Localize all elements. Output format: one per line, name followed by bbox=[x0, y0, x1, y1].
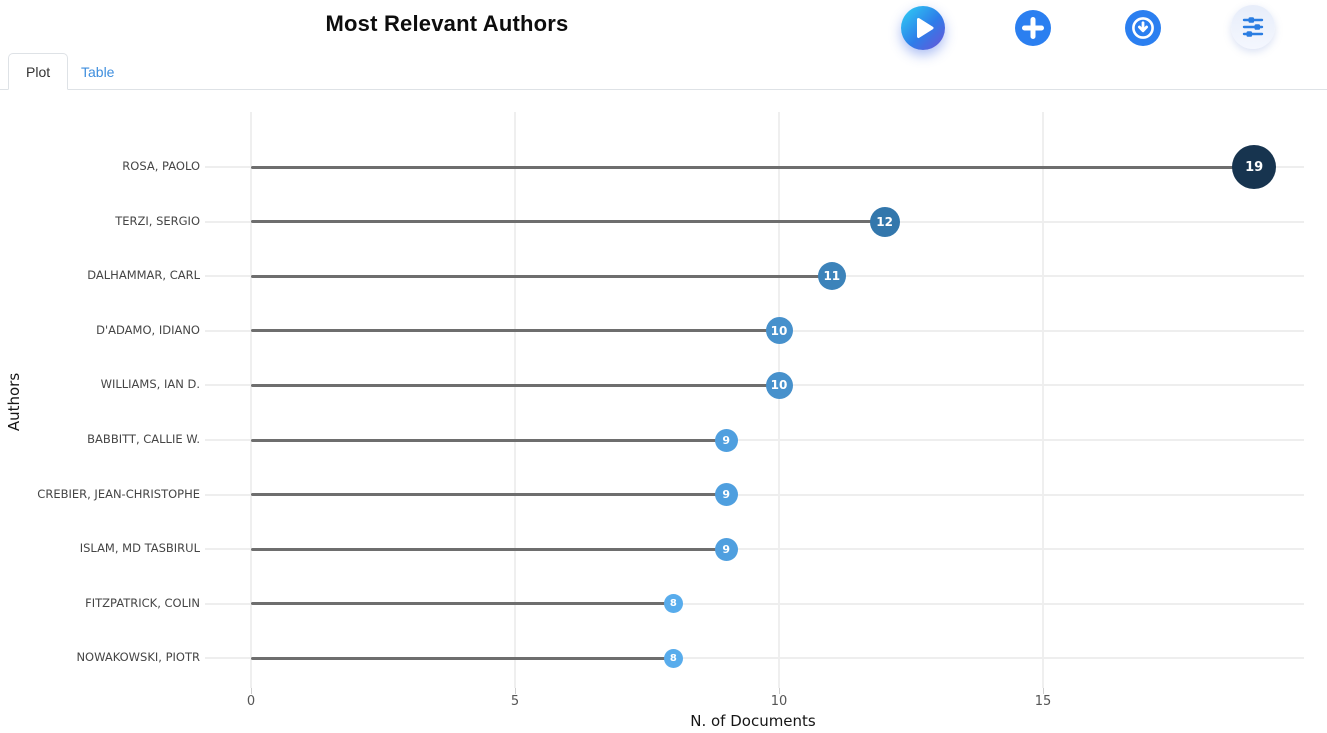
stem-line bbox=[251, 493, 727, 497]
data-point-marker[interactable]: 12 bbox=[869, 206, 900, 237]
x-tick-label: 5 bbox=[510, 694, 520, 709]
data-point-marker[interactable]: 8 bbox=[663, 594, 683, 614]
page-title: Most Relevant Authors bbox=[325, 11, 569, 36]
data-point-marker[interactable]: 10 bbox=[765, 317, 793, 345]
row-gridline bbox=[205, 493, 1304, 496]
x-gridline bbox=[514, 112, 516, 688]
y-tick-label: ROSA, PAOLO bbox=[122, 159, 200, 173]
x-axis-title: N. of Documents bbox=[690, 712, 816, 730]
stem-line bbox=[251, 383, 779, 387]
data-point-marker[interactable]: 8 bbox=[663, 648, 683, 668]
stem-line bbox=[251, 220, 885, 224]
tab-plot[interactable]: Plot bbox=[8, 53, 69, 90]
stem-line bbox=[251, 547, 727, 551]
x-tick-label: 0 bbox=[246, 694, 256, 709]
row-gridline bbox=[205, 657, 1304, 660]
stem-line bbox=[251, 656, 674, 660]
x-tick-mark bbox=[251, 688, 252, 694]
play-icon bbox=[917, 18, 934, 38]
filters-button[interactable] bbox=[1231, 5, 1275, 49]
x-tick-mark bbox=[779, 688, 780, 694]
data-point-marker[interactable]: 11 bbox=[817, 262, 846, 291]
x-tick-mark bbox=[515, 688, 516, 694]
data-point-marker[interactable]: 9 bbox=[714, 428, 738, 452]
row-gridline bbox=[205, 602, 1304, 605]
x-gridline bbox=[250, 112, 252, 688]
stem-line bbox=[251, 165, 1255, 169]
stem-line bbox=[251, 329, 779, 333]
x-tick-label: 10 bbox=[770, 694, 788, 709]
x-gridline bbox=[1042, 112, 1044, 688]
stem-line bbox=[251, 274, 832, 278]
add-button[interactable] bbox=[1015, 10, 1051, 46]
y-tick-label: D'ADAMO, IDIANO bbox=[96, 322, 200, 337]
data-point-marker[interactable]: 19 bbox=[1232, 145, 1277, 189]
download-button[interactable] bbox=[1125, 10, 1161, 46]
tab-bar: Plot Table bbox=[0, 53, 1327, 90]
row-gridline bbox=[205, 548, 1304, 551]
y-tick-label: CREBIER, JEAN-CHRISTOPHE bbox=[37, 486, 200, 501]
row-gridline bbox=[205, 439, 1304, 442]
plus-icon bbox=[1022, 17, 1044, 39]
stem-line bbox=[251, 438, 727, 442]
stem-line bbox=[251, 602, 674, 606]
sliders-icon bbox=[1242, 17, 1264, 37]
x-gridline bbox=[778, 112, 780, 688]
y-tick-label: TERZI, SERGIO bbox=[115, 213, 200, 228]
tab-table[interactable]: Table bbox=[81, 63, 115, 80]
data-point-marker[interactable]: 9 bbox=[714, 537, 738, 561]
y-tick-label: BABBITT, CALLIE W. bbox=[87, 432, 200, 447]
lollipop-chart: Authors N. of Documents 0 5 10 15 ROSA, PAOL… bbox=[0, 90, 1327, 733]
x-tick-mark bbox=[1043, 688, 1044, 694]
y-tick-label: FITZPATRICK, COLIN bbox=[85, 595, 200, 610]
data-point-marker[interactable]: 10 bbox=[765, 371, 793, 399]
data-point-marker[interactable]: 9 bbox=[714, 483, 738, 507]
y-tick-label: ISLAM, MD TASBIRUL bbox=[79, 541, 200, 556]
y-tick-label: WILLIAMS, IAN D. bbox=[100, 377, 200, 392]
y-tick-label: DALHAMMAR, CARL bbox=[87, 268, 200, 283]
play-button[interactable] bbox=[901, 6, 945, 50]
y-tick-label: NOWAKOWSKI, PIOTR bbox=[76, 650, 200, 665]
download-circle-icon bbox=[1132, 17, 1154, 39]
x-tick-label: 15 bbox=[1034, 694, 1052, 709]
